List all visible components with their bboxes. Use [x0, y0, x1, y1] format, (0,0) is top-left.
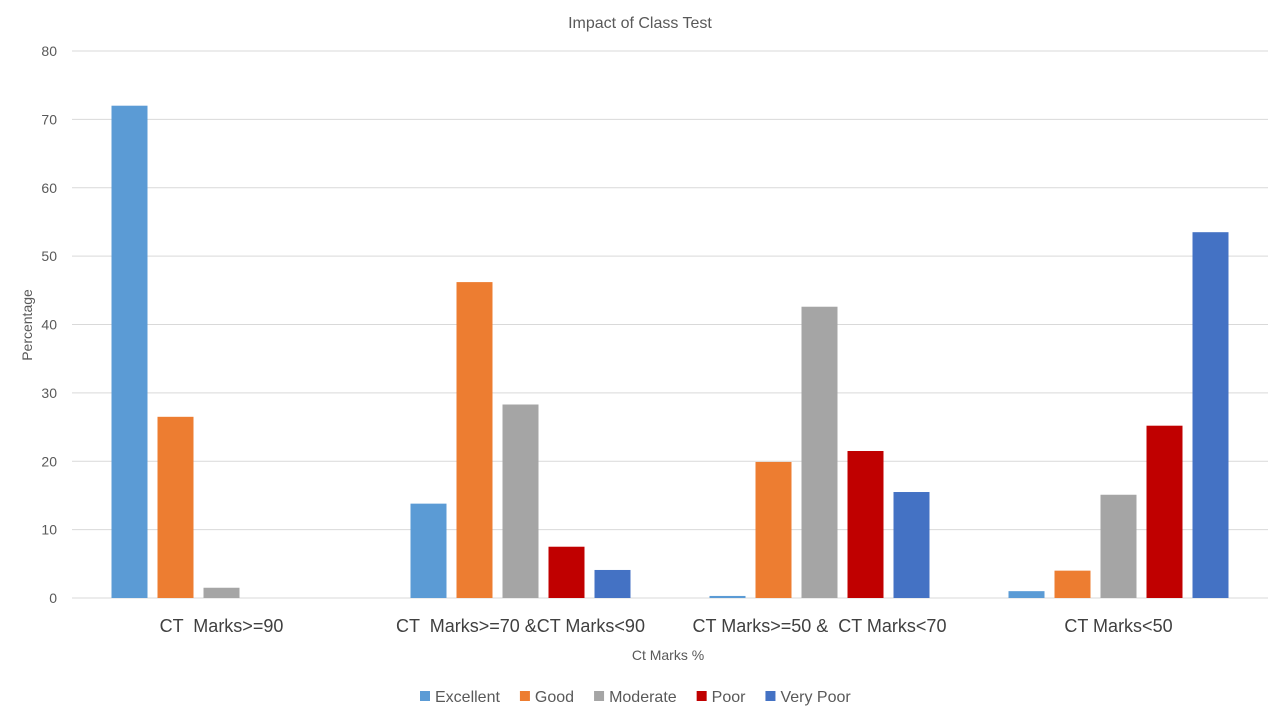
legend-label: Good — [535, 689, 574, 706]
bar-moderate — [203, 587, 240, 598]
bar-very-poor — [893, 492, 930, 598]
x-axis-label: Ct Marks % — [632, 647, 704, 663]
legend-swatch — [519, 691, 530, 701]
y-axis-label: Percentage — [19, 289, 35, 361]
y-tick-label: 70 — [41, 111, 57, 127]
bar-moderate — [502, 404, 539, 598]
bar-very-poor — [594, 569, 631, 598]
bar-poor — [548, 546, 585, 598]
y-tick-label: 50 — [41, 248, 57, 264]
y-tick-label: 80 — [41, 43, 57, 59]
bar-very-poor — [1192, 232, 1229, 598]
legend-swatch — [696, 691, 707, 701]
x-tick-label: CT Marks>=70 &CT Marks<90 — [396, 616, 645, 636]
legend-label: Excellent — [435, 689, 500, 706]
bar-excellent — [111, 105, 148, 598]
bar-poor — [1146, 425, 1183, 598]
legend-swatch — [420, 691, 430, 701]
bar-good — [157, 416, 194, 598]
legend-swatch — [594, 691, 605, 701]
bars — [111, 105, 1229, 598]
bar-excellent — [709, 595, 746, 598]
y-tick-label: 0 — [49, 590, 57, 606]
bar-moderate — [801, 306, 838, 598]
legend-label: Moderate — [609, 689, 677, 706]
y-tick-label: 30 — [41, 385, 57, 401]
bar-good — [1054, 570, 1091, 598]
bar-excellent — [1008, 591, 1045, 598]
bar-excellent — [410, 503, 447, 598]
bar-good — [456, 282, 493, 598]
bar-moderate — [1100, 494, 1137, 598]
legend-label: Very Poor — [780, 689, 851, 706]
gridlines — [72, 50, 1268, 599]
bar-poor — [847, 450, 884, 598]
x-tick-label: CT Marks>=90 — [160, 616, 284, 636]
y-tick-label: 10 — [41, 522, 57, 538]
y-tick-label: 60 — [41, 180, 57, 196]
chart-title: Impact of Class Test — [568, 15, 712, 32]
y-axis-ticks: 0 10 20 30 40 50 60 70 80 — [41, 43, 57, 606]
legend-label: Poor — [712, 689, 746, 706]
y-tick-label: 20 — [41, 453, 57, 469]
legend-swatch — [765, 691, 776, 701]
bar-good — [755, 461, 792, 598]
y-tick-label: 40 — [41, 317, 57, 333]
legend: Excellent Good Moderate Poor Very Poor — [420, 689, 851, 706]
x-axis-ticks: CT Marks>=90 CT Marks>=70 &CT Marks<90 CT … — [160, 616, 1173, 636]
x-tick-label: CT Marks<50 — [1064, 616, 1172, 636]
x-tick-label: CT Marks>=50 & CT Marks<70 — [693, 616, 947, 636]
